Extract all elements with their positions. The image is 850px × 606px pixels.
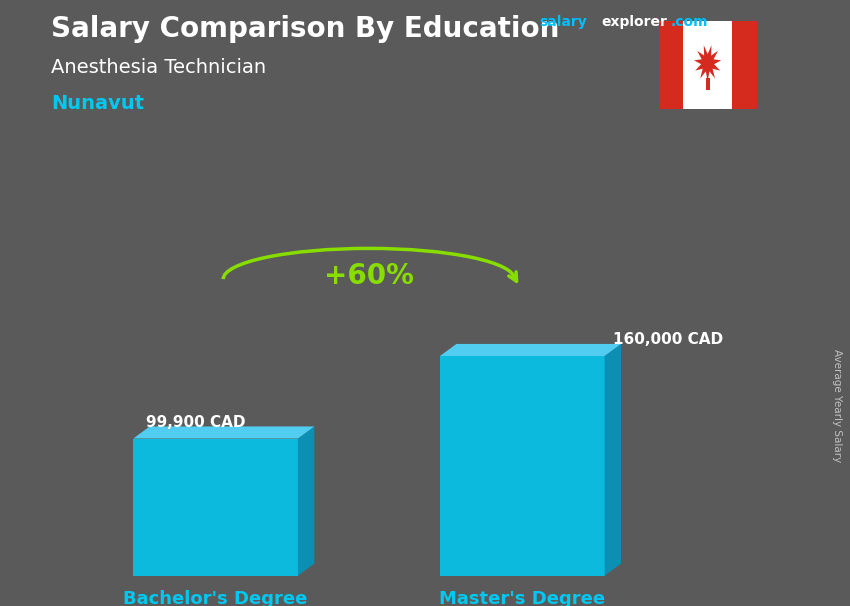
Text: 99,900 CAD: 99,900 CAD [146, 415, 246, 430]
Text: salary: salary [540, 15, 587, 29]
Text: Salary Comparison By Education: Salary Comparison By Education [51, 15, 559, 43]
Polygon shape [133, 427, 314, 439]
Text: 160,000 CAD: 160,000 CAD [613, 332, 722, 347]
Polygon shape [440, 344, 621, 356]
Bar [659, 21, 683, 109]
Text: explorer: explorer [601, 15, 666, 29]
Bar [732, 21, 756, 109]
Text: Nunavut: Nunavut [51, 94, 144, 113]
Polygon shape [298, 427, 314, 576]
Bar [706, 78, 710, 90]
Text: Anesthesia Technician: Anesthesia Technician [51, 58, 266, 76]
Text: Average Yearly Salary: Average Yearly Salary [832, 350, 842, 462]
Polygon shape [604, 344, 621, 576]
Polygon shape [694, 45, 721, 81]
Text: .com: .com [671, 15, 708, 29]
Text: +60%: +60% [324, 262, 414, 290]
Bar [133, 439, 298, 576]
Bar [683, 21, 732, 109]
Bar [440, 356, 604, 576]
